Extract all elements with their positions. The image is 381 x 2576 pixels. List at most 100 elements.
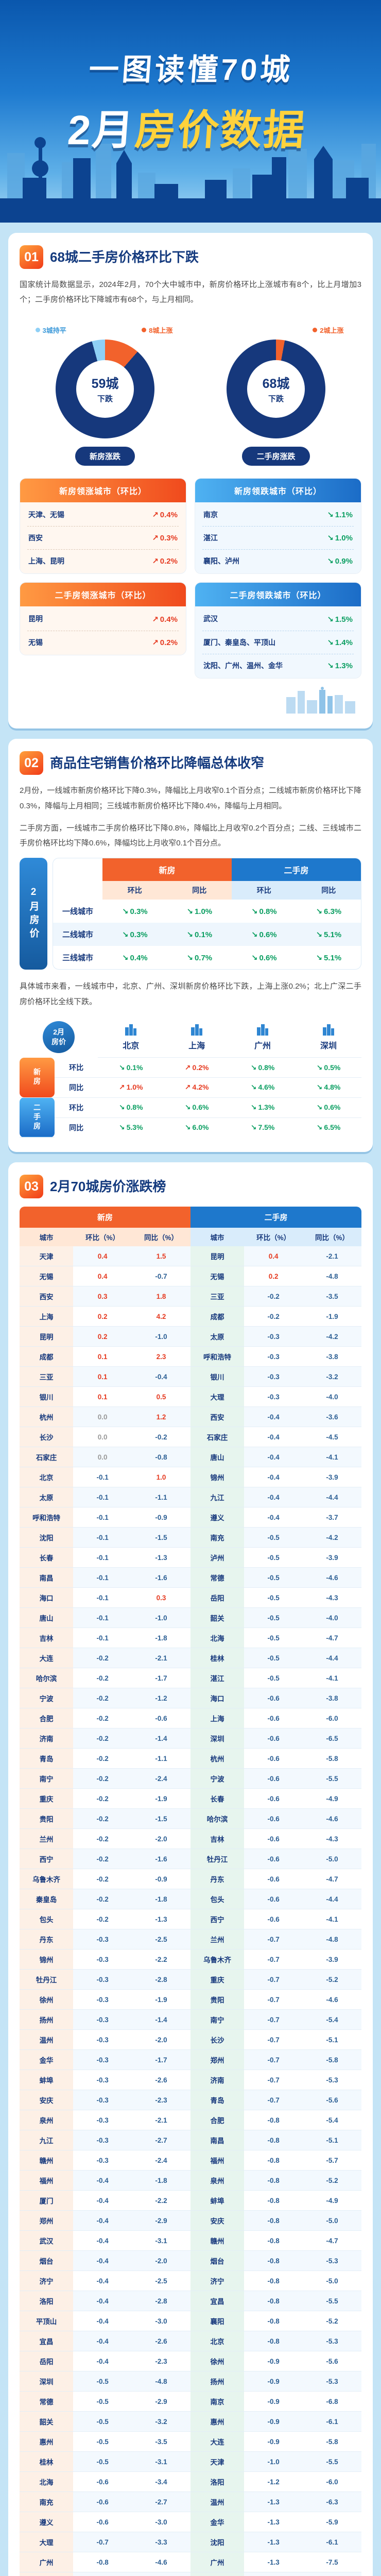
value-cell: -0.5 bbox=[244, 1607, 303, 1629]
value-cell: -5.8 bbox=[303, 2431, 361, 2452]
value-cell: 0.4 bbox=[244, 1246, 303, 1267]
value-cell: -4.7 bbox=[303, 1628, 361, 1649]
up-dot-icon bbox=[313, 327, 318, 332]
value-cell: ↘ 6.3% bbox=[316, 907, 342, 916]
trend-down-icon: ↘ bbox=[327, 615, 334, 624]
summary-row: 三线城市 ↘ 0.4% ↘ 0.7% ↘ 0.6% ↘ 5.1% bbox=[53, 946, 361, 969]
city-cell: 石家庄 bbox=[190, 1427, 245, 1448]
value-cell: -0.6 bbox=[244, 1808, 303, 1829]
trend-down-icon: ↘ bbox=[118, 1103, 125, 1112]
table-row: 襄阳 -0.9 -3.8 厦门 -1.4 -7.2 bbox=[20, 2572, 361, 2576]
value-cell: 0.0 bbox=[73, 1406, 132, 1428]
value-cell: -4.6 bbox=[132, 2552, 190, 2573]
city-cell: 海口 bbox=[190, 1688, 245, 1709]
value-cell: -0.3 bbox=[73, 2009, 132, 2030]
value-cell: -0.8 bbox=[244, 2190, 303, 2211]
col-mom: 环比（%） bbox=[244, 1228, 303, 1247]
table-row: 西安 0.3 1.8 三亚 -0.2 -3.5 bbox=[20, 1286, 361, 1307]
city-header-row: 2月房价 北京 上海 广州 深圳 bbox=[20, 1016, 361, 1058]
trend-up-icon: ↗ bbox=[184, 1083, 191, 1092]
second-hand-losers-table: 二手房领跌城市（环比） 武汉 ↘ 1.5% 厦门、秦皇岛、平顶山 ↘ 1.4% 沈阳、广州、… bbox=[195, 582, 361, 679]
city-cell: 常德 bbox=[20, 2391, 74, 2412]
list-item: 南京 ↘ 1.1% bbox=[202, 503, 354, 527]
value-cell: -1.4 bbox=[244, 2572, 303, 2576]
up-slice-label: 8城上涨 bbox=[142, 325, 173, 335]
city-cell: 天津 bbox=[190, 2451, 245, 2472]
section-1-card: 01 68城二手房价格环比下跌 国家统计局数据显示，2024年2月，70个大中城… bbox=[8, 233, 373, 729]
col-mom: 环比 bbox=[102, 881, 167, 900]
value-cell: 0.4 bbox=[73, 1266, 132, 1287]
metric-label: 同比 bbox=[69, 1123, 84, 1132]
city-cell: 银川 bbox=[20, 1386, 74, 1408]
value-cell: -2.0 bbox=[132, 2250, 190, 2272]
value-cell: -1.3 bbox=[244, 2492, 303, 2513]
value-cell: -3.5 bbox=[132, 2431, 190, 2452]
city-cell: 兰州 bbox=[20, 1828, 74, 1850]
value-cell: -0.8 bbox=[244, 2150, 303, 2171]
value-cell: -5.7 bbox=[303, 2150, 361, 2171]
city-cell: 济宁 bbox=[190, 2270, 245, 2292]
table-row: 金华 -0.3 -1.7 郑州 -0.7 -5.8 bbox=[20, 2049, 361, 2071]
trend-down-icon: ↘ bbox=[316, 1063, 323, 1072]
value-cell: -0.3 bbox=[73, 2090, 132, 2111]
trend-down-icon: ↘ bbox=[327, 533, 334, 543]
value-cell: -5.2 bbox=[303, 2311, 361, 2332]
value-cell: -0.7 bbox=[244, 1989, 303, 2010]
value-cell: -3.9 bbox=[303, 1547, 361, 1568]
value-cell: -0.4 bbox=[244, 1507, 303, 1528]
city-cell: 牡丹江 bbox=[20, 1969, 74, 1990]
trend-down-icon: ↘ bbox=[327, 510, 334, 519]
trend-down-icon: ↘ bbox=[327, 638, 334, 647]
value-cell: -0.6 bbox=[73, 2512, 132, 2533]
city-cell: 乌鲁木齐 bbox=[20, 1869, 74, 1890]
trend-up-icon: ↗ bbox=[118, 1083, 125, 1092]
city-cell: 桂林 bbox=[20, 2451, 74, 2472]
value-cell: -0.8 bbox=[244, 2230, 303, 2251]
value-cell: -3.9 bbox=[303, 1467, 361, 1488]
table-row: 包头 -0.2 -1.3 西宁 -0.6 -4.1 bbox=[20, 1909, 361, 1930]
city-cell: 温州 bbox=[20, 2029, 74, 2050]
value-cell: -0.2 bbox=[73, 1688, 132, 1709]
value-cell: -6.0 bbox=[303, 1708, 361, 1729]
value-cell: -1.3 bbox=[244, 2532, 303, 2553]
value-cell: -5.6 bbox=[303, 2351, 361, 2372]
list-item: 昆明 ↗ 0.4% bbox=[27, 607, 179, 631]
city-cell: 遵义 bbox=[190, 1507, 245, 1528]
city-cell: 大连 bbox=[20, 1648, 74, 1669]
table-row: 秦皇岛 -0.2 -1.8 包头 -0.6 -4.4 bbox=[20, 1889, 361, 1910]
change-value: ↗ 0.4% bbox=[152, 510, 178, 519]
value-cell: -2.0 bbox=[132, 2029, 190, 2050]
value-cell: -3.1 bbox=[132, 2451, 190, 2472]
table-row: 吉林 -0.1 -1.8 北海 -0.5 -4.7 bbox=[20, 1628, 361, 1649]
city-cell: 济南 bbox=[190, 2070, 245, 2091]
value-cell: 4.2 bbox=[132, 1306, 190, 1327]
city-cell: 金华 bbox=[20, 2049, 74, 2071]
value-cell: -2.0 bbox=[132, 1828, 190, 1850]
value-cell: -0.6 bbox=[244, 1889, 303, 1910]
city-cell: 唐山 bbox=[20, 1607, 74, 1629]
table-row: 温州 -0.3 -2.0 长沙 -0.7 -5.1 bbox=[20, 2029, 361, 2050]
city-cell: 青岛 bbox=[190, 2090, 245, 2111]
city-names: 无锡 bbox=[28, 638, 43, 647]
city-cell: 重庆 bbox=[20, 1788, 74, 1809]
value-cell: -1.6 bbox=[132, 1849, 190, 1870]
table-row: 西宁 -0.2 -1.6 牡丹江 -0.6 -5.0 bbox=[20, 1849, 361, 1870]
new-home-gainers-table: 新房领涨城市（环比） 天津、无锡 ↗ 0.4% 西安 ↗ 0.3% 上海、昆明 ↗ 0.2% bbox=[20, 478, 186, 574]
value-cell: 0.1 bbox=[73, 1346, 132, 1367]
value-cell: -4.4 bbox=[303, 1487, 361, 1508]
value-cell: -3.4 bbox=[132, 2471, 190, 2493]
value-cell: -0.7 bbox=[244, 1949, 303, 1970]
value-cell: -1.1 bbox=[132, 1748, 190, 1769]
value-cell: ↘ 0.5% bbox=[296, 1057, 361, 1078]
value-cell: -2.7 bbox=[132, 2492, 190, 2513]
table-row: 牡丹江 -0.3 -2.8 重庆 -0.7 -5.2 bbox=[20, 1969, 361, 1990]
value-cell: -0.6 bbox=[244, 1788, 303, 1809]
city-cell: 沈阳 bbox=[190, 2532, 245, 2553]
city-cell: 秦皇岛 bbox=[20, 1889, 74, 1910]
value-cell: -5.3 bbox=[303, 2250, 361, 2272]
value-cell: -0.6 bbox=[244, 1849, 303, 1870]
value-cell: -0.4 bbox=[244, 1487, 303, 1508]
city-cell: 安庆 bbox=[20, 2090, 74, 2111]
city-cell: 丹东 bbox=[190, 1869, 245, 1890]
trend-down-icon: ↘ bbox=[250, 1123, 257, 1132]
